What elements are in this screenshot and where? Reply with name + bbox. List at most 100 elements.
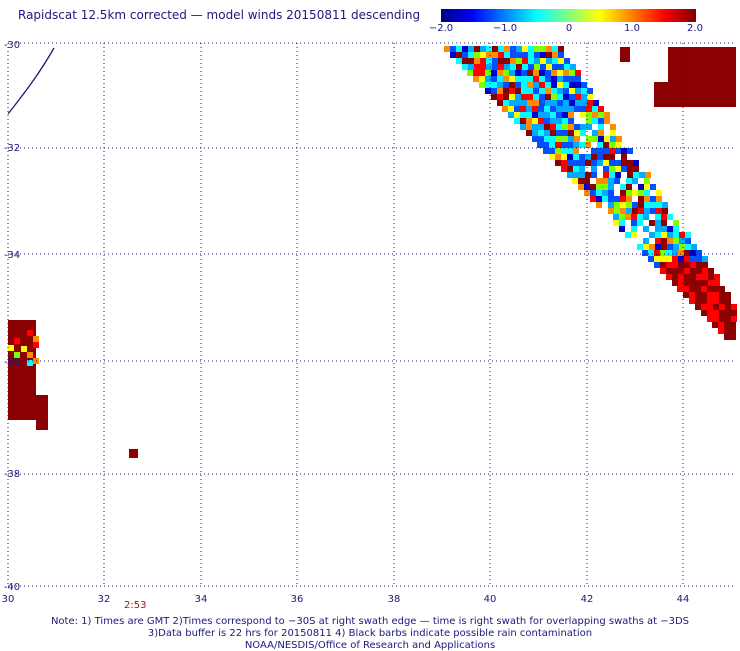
wind-cell	[528, 46, 534, 52]
wind-cell	[725, 298, 731, 304]
wind-cell	[685, 244, 691, 250]
wind-cell	[468, 52, 474, 58]
wind-cell	[556, 124, 562, 130]
wind-cell	[673, 226, 679, 232]
wind-cell	[528, 58, 534, 64]
wind-cell	[546, 64, 552, 70]
wind-cell	[656, 202, 662, 208]
wind-cell	[631, 226, 637, 232]
wind-cell	[521, 70, 527, 76]
wind-cell	[539, 100, 545, 106]
wind-cell	[590, 196, 596, 202]
wind-cell	[596, 178, 602, 184]
wind-cell	[515, 94, 521, 100]
wind-cell	[632, 196, 638, 202]
wind-cell	[672, 268, 678, 274]
wind-cell	[509, 100, 515, 106]
wind-cell	[543, 142, 549, 148]
wind-cell	[562, 106, 568, 112]
wind-cell	[533, 100, 539, 106]
wind-cell	[527, 100, 533, 106]
wind-cell	[596, 190, 602, 196]
wind-cell	[591, 142, 597, 148]
wind-cell	[702, 268, 708, 274]
wind-cell	[626, 208, 632, 214]
wind-cell	[696, 268, 702, 274]
wind-cell	[532, 112, 538, 118]
wind-cell	[544, 136, 550, 142]
wind-cell	[534, 64, 540, 70]
wind-cell	[540, 46, 546, 52]
wind-cell	[555, 148, 561, 154]
wind-cell	[562, 118, 568, 124]
wind-cell	[626, 178, 632, 184]
wind-cell	[533, 88, 539, 94]
wind-cell	[695, 298, 701, 304]
wind-cell	[637, 232, 643, 238]
wind-cell	[543, 148, 549, 154]
wind-cell	[656, 196, 662, 202]
wind-cell	[497, 100, 503, 106]
wind-cell	[592, 112, 598, 118]
wind-cell	[586, 130, 592, 136]
wind-cell	[591, 160, 597, 166]
wind-cell	[561, 160, 567, 166]
wind-cell	[655, 244, 661, 250]
wind-cell	[654, 262, 660, 268]
wind-cell	[708, 268, 714, 274]
wind-cell	[474, 64, 480, 70]
wind-cell	[550, 136, 556, 142]
wind-cell	[534, 46, 540, 52]
wind-cell	[690, 256, 696, 262]
wind-cell	[568, 124, 574, 130]
wind-cell	[649, 220, 655, 226]
wind-cell	[724, 328, 730, 334]
wind-cell	[585, 160, 591, 166]
wind-cell	[689, 286, 695, 292]
wind-cell	[725, 316, 731, 322]
wind-cell	[631, 238, 637, 244]
wind-cell	[532, 136, 538, 142]
wind-cell	[580, 130, 586, 136]
wind-cell	[667, 238, 673, 244]
wind-cell	[702, 280, 708, 286]
wind-cell	[590, 190, 596, 196]
wind-cell	[521, 76, 527, 82]
wind-cell	[585, 154, 591, 160]
wind-cell	[631, 214, 637, 220]
wind-cell	[592, 124, 598, 130]
wind-cell	[587, 88, 593, 94]
wind-cell	[696, 274, 702, 280]
wind-cell	[520, 124, 526, 130]
wind-cell	[645, 172, 651, 178]
wind-cell	[534, 58, 540, 64]
colorbar-tick-label: −1.0	[492, 23, 518, 34]
page-title: Rapidscat 12.5km corrected — model winds…	[18, 8, 421, 22]
wind-cell	[609, 172, 615, 178]
wind-cell	[662, 208, 668, 214]
wind-cell	[545, 70, 551, 76]
wind-cell	[591, 154, 597, 160]
wind-cell	[637, 226, 643, 232]
wind-cell	[558, 58, 564, 64]
wind-cell	[533, 70, 539, 76]
wind-cell	[578, 178, 584, 184]
wind-cell	[552, 46, 558, 52]
wind-cell	[701, 304, 707, 310]
wind-cell	[719, 316, 725, 322]
wind-cell	[27, 352, 33, 358]
wind-cell	[620, 184, 626, 190]
wind-cell	[644, 190, 650, 196]
wind-cell	[602, 178, 608, 184]
wind-cell	[581, 94, 587, 100]
wind-cell	[558, 64, 564, 70]
wind-cell	[533, 94, 539, 100]
wind-cell	[666, 250, 672, 256]
wind-cell	[684, 256, 690, 262]
wind-cell	[701, 286, 707, 292]
wind-cell	[556, 112, 562, 118]
wind-cell	[539, 88, 545, 94]
wind-cell	[604, 136, 610, 142]
wind-cell	[607, 214, 613, 220]
wind-cell	[479, 82, 485, 88]
